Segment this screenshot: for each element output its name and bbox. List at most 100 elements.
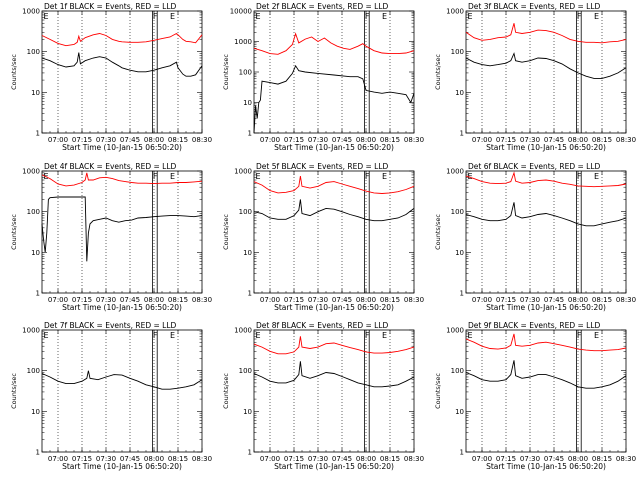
series-line-lld — [253, 336, 415, 355]
x-tick-label: 07:45 — [120, 455, 140, 463]
y-tick-label: 1 — [460, 130, 464, 138]
flag-label-e: E — [594, 172, 599, 181]
y-axis-label: Counts/sec — [222, 54, 230, 90]
x-tick-label: 08:00 — [568, 455, 588, 463]
flag-label-e: E — [170, 331, 175, 340]
flag-label-e: E — [382, 331, 387, 340]
x-tick-label: 07:15 — [284, 136, 304, 144]
x-tick-label: 08:30 — [404, 296, 424, 304]
series-line-events — [253, 361, 415, 388]
y-tick-label: 1000 — [22, 327, 40, 335]
panel-det-2: Det 2f BLACK = Events, RED = LLD 07:00 07:… — [222, 2, 424, 152]
y-tick-label: 100 — [27, 48, 40, 56]
x-tick-label: 08:00 — [144, 296, 164, 304]
flag-label-e: E — [468, 12, 473, 21]
x-tick-label: 07:15 — [496, 296, 516, 304]
series-line-lld — [465, 23, 627, 44]
panel-title: Det 2f BLACK = Events, RED = LLD — [256, 2, 389, 11]
series-line-lld — [253, 32, 415, 55]
y-tick-label: 100 — [451, 367, 464, 375]
x-tick-label: 08:15 — [168, 296, 188, 304]
x-axis-label: Start Time (10-Jan-15 06:50:20) — [274, 303, 394, 312]
panel-title: Det 9f BLACK = Events, RED = LLD — [468, 321, 601, 330]
flag-label-f: F — [153, 172, 158, 181]
x-tick-label: 08:15 — [592, 455, 612, 463]
series-line-lld — [465, 333, 627, 352]
y-tick-label: 1 — [248, 449, 252, 457]
y-tick-label: 10 — [243, 99, 252, 107]
y-tick-label: 1000 — [446, 168, 464, 176]
y-tick-label: 10 — [31, 408, 40, 416]
x-tick-label: 07:00 — [48, 296, 68, 304]
x-tick-label: 07:30 — [96, 455, 116, 463]
y-axis-label: Counts/sec — [222, 373, 230, 409]
x-tick-label: 07:30 — [520, 455, 540, 463]
y-tick-label: 1 — [460, 290, 464, 298]
x-tick-label: 08:30 — [616, 296, 636, 304]
x-tick-label: 08:30 — [616, 136, 636, 144]
y-tick-label: 1 — [248, 130, 252, 138]
flag-label-e: E — [170, 12, 175, 21]
y-axis-label: Counts/sec — [10, 54, 18, 90]
y-tick-label: 100 — [27, 208, 40, 216]
x-tick-label: 07:15 — [284, 455, 304, 463]
x-tick-label: 08:30 — [404, 455, 424, 463]
y-tick-label: 10 — [455, 408, 464, 416]
x-tick-label: 08:15 — [168, 136, 188, 144]
x-tick-label: 08:30 — [192, 296, 212, 304]
panel-det-3: Det 3f BLACK = Events, RED = LLD 07:00 07:… — [434, 2, 636, 152]
x-tick-label: 07:30 — [520, 296, 540, 304]
x-tick-label: 08:15 — [380, 455, 400, 463]
flag-label-e: E — [594, 12, 599, 21]
x-tick-label: 08:15 — [592, 136, 612, 144]
y-tick-label: 100 — [451, 48, 464, 56]
x-axis-label: Start Time (10-Jan-15 06:50:20) — [274, 143, 394, 152]
x-tick-label: 07:15 — [496, 455, 516, 463]
x-tick-label: 07:00 — [48, 136, 68, 144]
flag-label-f: F — [577, 331, 582, 340]
flag-label-e: E — [594, 331, 599, 340]
y-tick-label: 10 — [243, 408, 252, 416]
x-tick-label: 07:00 — [260, 136, 280, 144]
flag-label-e: E — [382, 172, 387, 181]
series-line-events — [253, 199, 415, 222]
y-tick-label: 1 — [36, 449, 40, 457]
panel-det-4: Det 4f BLACK = Events, RED = LLD 07:00 07:… — [10, 162, 212, 312]
flag-label-f: F — [365, 331, 370, 340]
x-tick-label: 07:45 — [120, 296, 140, 304]
x-axis-label: Start Time (10-Jan-15 06:50:20) — [486, 303, 606, 312]
flag-label-e: E — [468, 172, 473, 181]
y-tick-label: 1 — [248, 290, 252, 298]
y-tick-label: 100 — [451, 208, 464, 216]
x-tick-label: 08:30 — [192, 136, 212, 144]
x-tick-label: 08:00 — [568, 136, 588, 144]
x-tick-label: 07:15 — [72, 455, 92, 463]
panel-det-5: Det 5f BLACK = Events, RED = LLD 07:00 07:… — [222, 162, 424, 312]
x-tick-label: 08:15 — [380, 296, 400, 304]
x-axis-label: Start Time (10-Jan-15 06:50:20) — [486, 462, 606, 471]
y-tick-label: 1000 — [234, 168, 252, 176]
y-tick-label: 100 — [27, 367, 40, 375]
y-tick-label: 10 — [31, 249, 40, 257]
series-line-events — [465, 360, 627, 389]
x-tick-label: 08:00 — [356, 136, 376, 144]
y-tick-label: 10000 — [230, 8, 252, 16]
flag-label-f: F — [153, 331, 158, 340]
x-tick-label: 08:00 — [356, 455, 376, 463]
flag-label-e: E — [44, 331, 49, 340]
x-tick-label: 07:45 — [544, 296, 564, 304]
x-tick-label: 08:00 — [144, 136, 164, 144]
x-tick-label: 08:30 — [404, 136, 424, 144]
x-tick-label: 07:30 — [96, 296, 116, 304]
series-line-events — [41, 370, 203, 390]
x-tick-label: 07:00 — [260, 455, 280, 463]
y-tick-label: 1 — [460, 449, 464, 457]
y-axis-label: Counts/sec — [434, 214, 442, 250]
x-tick-label: 07:15 — [72, 136, 92, 144]
x-tick-label: 08:00 — [568, 296, 588, 304]
flag-label-f: F — [577, 172, 582, 181]
panel-det-7: Det 7f BLACK = Events, RED = LLD 07:00 07:… — [10, 321, 212, 471]
flag-label-e: E — [382, 12, 387, 21]
panel-det-9: Det 9f BLACK = Events, RED = LLD 07:00 07:… — [434, 321, 636, 471]
